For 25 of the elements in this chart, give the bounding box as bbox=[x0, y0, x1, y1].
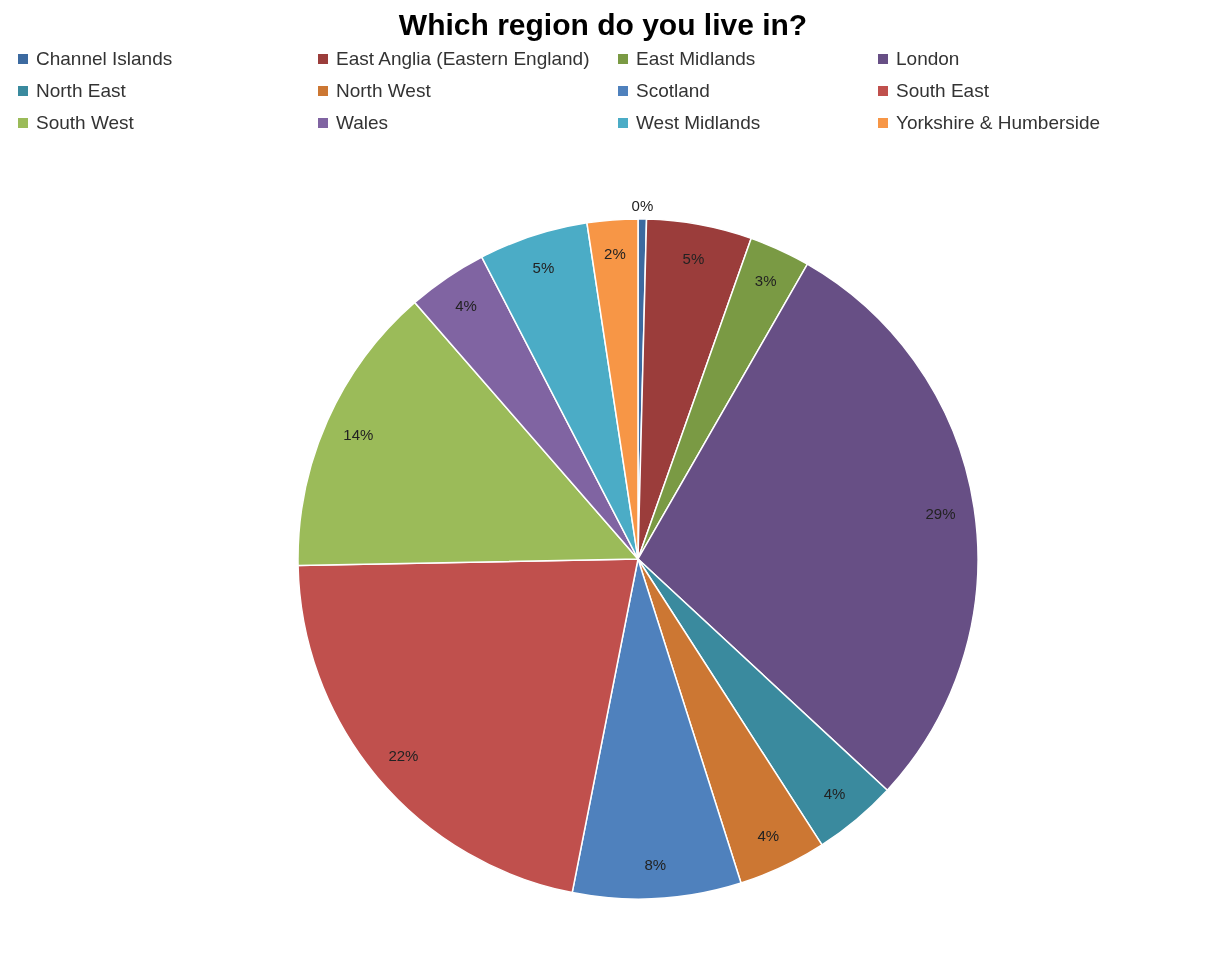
data-label: 29% bbox=[925, 504, 956, 522]
data-label: 14% bbox=[343, 426, 374, 444]
legend-label: Yorkshire & Humberside bbox=[896, 112, 1101, 134]
data-label: 4% bbox=[823, 785, 846, 803]
legend-label: East Midlands bbox=[636, 48, 756, 70]
data-label: 4% bbox=[757, 827, 780, 845]
legend-label: East Anglia (Eastern England) bbox=[336, 48, 590, 70]
data-label: 2% bbox=[604, 245, 626, 263]
legend-label: South West bbox=[36, 112, 134, 134]
data-label: 3% bbox=[754, 272, 777, 290]
data-label: 0% bbox=[631, 196, 654, 214]
legend-label: Scotland bbox=[636, 80, 710, 102]
data-label: 5% bbox=[532, 259, 555, 277]
legend-label: London bbox=[896, 48, 960, 70]
chart-title: Which region do you live in? bbox=[397, 8, 809, 42]
legend-label: North East bbox=[36, 80, 126, 102]
data-label: 5% bbox=[682, 249, 705, 267]
data-label: 8% bbox=[644, 856, 667, 874]
legend-label: South East bbox=[896, 80, 989, 102]
data-label: 22% bbox=[388, 747, 419, 765]
legend-label: Channel Islands bbox=[36, 48, 173, 70]
legend-label: North West bbox=[336, 80, 431, 102]
data-label: 4% bbox=[455, 297, 477, 315]
legend-label: Wales bbox=[336, 112, 389, 134]
legend-label: West Midlands bbox=[636, 112, 761, 134]
